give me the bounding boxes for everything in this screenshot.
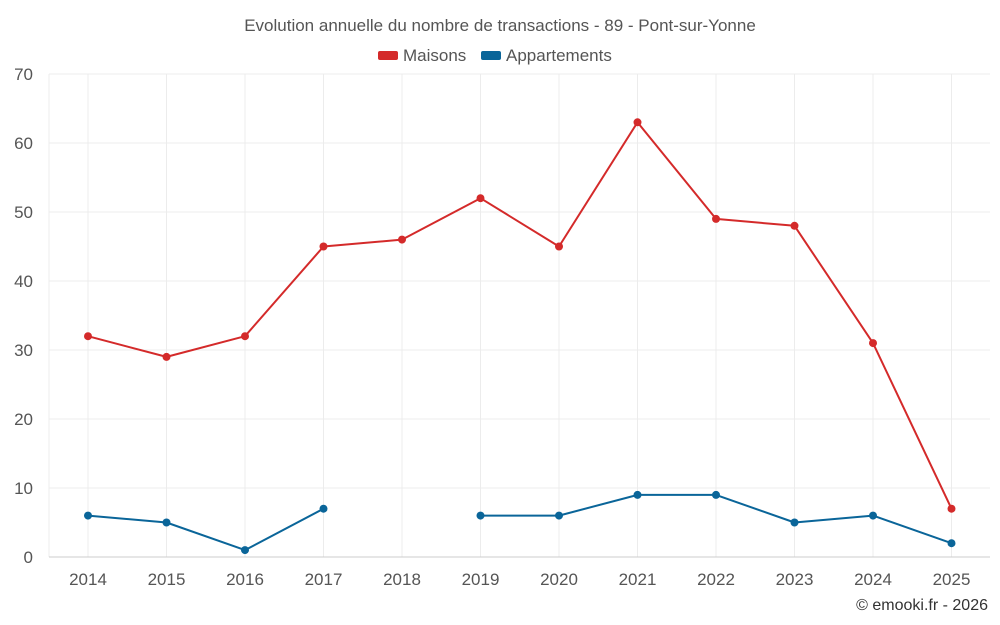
legend-label-maisons: Maisons xyxy=(403,46,466,65)
data-point-appartements[interactable] xyxy=(790,518,799,527)
x-tick-label: 2014 xyxy=(69,570,107,589)
grid xyxy=(48,73,990,557)
x-tick-label: 2022 xyxy=(697,570,735,589)
x-tick-label: 2019 xyxy=(462,570,500,589)
data-point-appartements[interactable] xyxy=(84,511,92,520)
x-tick-label: 2024 xyxy=(854,570,892,589)
data-point-appartements[interactable] xyxy=(947,539,956,548)
data-point-appartements[interactable] xyxy=(869,511,877,520)
data-point-appartements[interactable] xyxy=(633,490,642,499)
series-line-maisons xyxy=(87,121,953,510)
x-tick-label: 2025 xyxy=(933,570,971,589)
y-tick-label: 40 xyxy=(14,272,33,291)
data-point-appartements[interactable] xyxy=(476,511,485,520)
x-tick-label: 2017 xyxy=(305,570,343,589)
y-tick-label: 70 xyxy=(14,65,33,84)
data-point-maisons[interactable] xyxy=(712,214,720,223)
x-axis: 2014 2015 2016 2017 2018 2019 2020 2021 2022 2023… xyxy=(49,556,990,589)
x-tick-label: 2021 xyxy=(619,570,657,589)
series-layer xyxy=(84,118,956,555)
data-point-maisons[interactable] xyxy=(84,332,92,341)
x-tick-label: 2016 xyxy=(226,570,264,589)
data-point-maisons[interactable] xyxy=(162,352,171,361)
credit-text: © emooki.fr - 2026 xyxy=(856,597,988,614)
legend: Maisons Appartements xyxy=(378,46,612,65)
legend-item-appartements[interactable]: Appartements xyxy=(481,46,612,65)
series-appartements xyxy=(84,490,956,555)
data-point-maisons[interactable] xyxy=(555,242,563,251)
series-line-appartements xyxy=(87,507,324,552)
y-tick-label: 60 xyxy=(14,134,33,153)
x-tick-label: 2015 xyxy=(148,570,186,589)
y-tick-label: 30 xyxy=(14,341,33,360)
data-point-appartements[interactable] xyxy=(241,546,249,555)
legend-label-appartements: Appartements xyxy=(506,46,612,65)
data-point-appartements[interactable] xyxy=(319,504,328,513)
y-tick-label: 20 xyxy=(14,410,33,429)
legend-swatch-maisons xyxy=(378,51,398,60)
y-tick-label: 50 xyxy=(14,203,33,222)
data-point-appartements[interactable] xyxy=(162,518,171,527)
data-point-maisons[interactable] xyxy=(947,504,956,513)
data-point-maisons[interactable] xyxy=(319,242,328,251)
y-tick-label: 10 xyxy=(14,479,33,498)
legend-item-maisons[interactable]: Maisons xyxy=(378,46,466,65)
data-point-maisons[interactable] xyxy=(633,118,642,127)
data-point-appartements[interactable] xyxy=(555,511,563,520)
x-tick-label: 2023 xyxy=(776,570,814,589)
data-point-maisons[interactable] xyxy=(398,235,406,244)
x-tick-label: 2020 xyxy=(540,570,578,589)
data-point-maisons[interactable] xyxy=(241,332,249,341)
data-point-maisons[interactable] xyxy=(790,221,799,230)
y-tick-label: 0 xyxy=(24,548,33,567)
data-point-appartements[interactable] xyxy=(712,490,720,499)
y-axis: 0 10 20 30 40 50 60 70 xyxy=(14,65,33,567)
series-maisons xyxy=(84,118,956,513)
legend-swatch-appartements xyxy=(481,51,501,60)
data-point-maisons[interactable] xyxy=(476,194,485,203)
data-point-maisons[interactable] xyxy=(869,339,877,348)
x-tick-label: 2018 xyxy=(383,570,421,589)
chart-title: Evolution annuelle du nombre de transact… xyxy=(244,16,756,35)
